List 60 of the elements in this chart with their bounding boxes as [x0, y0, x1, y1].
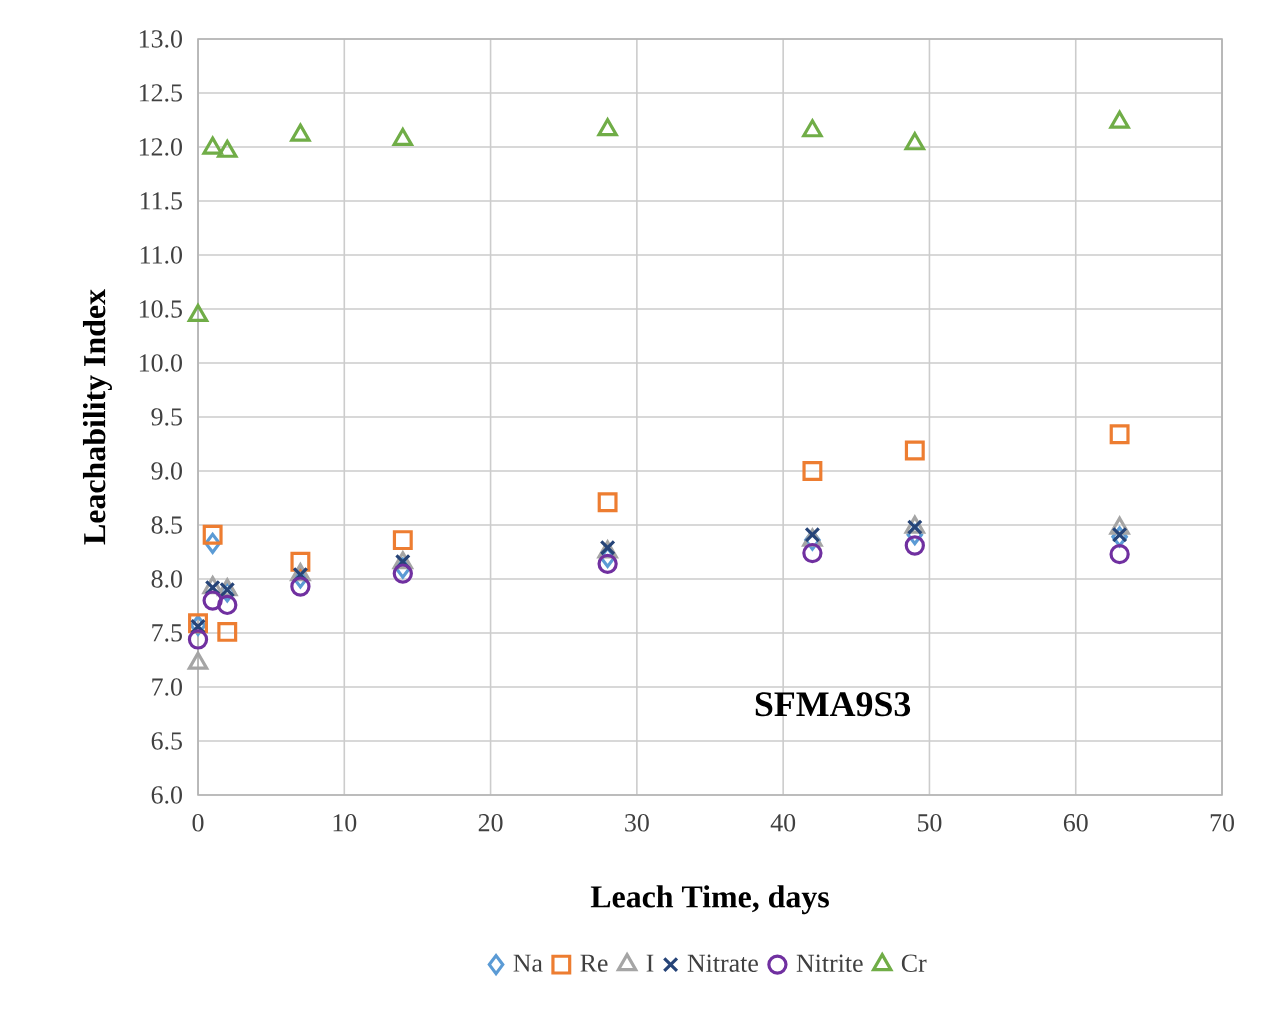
y-tick-label: 8.0 [151, 570, 182, 588]
point [906, 519, 923, 536]
y-tick-label: 12.5 [139, 84, 182, 102]
y-tick-label: 12.0 [139, 138, 182, 156]
point [392, 563, 413, 584]
y-tick-label: 13.0 [139, 30, 182, 48]
point [392, 127, 414, 146]
point [202, 524, 223, 545]
x-axis-title: Leach Time, days [590, 885, 829, 915]
y-tick-label: 7.5 [152, 624, 182, 642]
point [802, 542, 823, 564]
point [904, 132, 926, 151]
y-tick-label: 11.5 [140, 192, 182, 210]
y-tick-label: 10.0 [139, 354, 182, 372]
point [802, 119, 823, 138]
annotation: SFMA9S3 [755, 692, 911, 717]
point [217, 139, 238, 158]
point [597, 492, 618, 513]
y-tick-label: 7.0 [152, 678, 182, 696]
legend-label: Nitrite [796, 954, 863, 972]
x-tick-label: 50 [917, 814, 942, 832]
point [290, 123, 311, 142]
point [1109, 424, 1130, 445]
y-axis-title: Leachability Index [82, 289, 112, 545]
point [1111, 526, 1128, 543]
point [217, 621, 238, 642]
point [290, 576, 311, 597]
x-tick-label: 60 [1063, 814, 1088, 832]
point [202, 136, 223, 155]
y-tick-label: 9.5 [151, 408, 182, 426]
y-tick-label: 6.0 [151, 786, 182, 804]
point [597, 553, 618, 575]
x-tick-label: 20 [478, 814, 503, 832]
point [1109, 543, 1130, 565]
y-tick-label: 9.0 [151, 462, 182, 480]
point [904, 535, 925, 556]
legend-label: Nitrate [687, 954, 758, 972]
point [802, 461, 823, 481]
point [217, 594, 238, 616]
legend-label: I [646, 954, 654, 972]
point [187, 303, 209, 323]
point [597, 118, 618, 137]
legend-label: Re [580, 954, 608, 972]
x-tick-label: 30 [625, 814, 649, 832]
x-tick-label: 40 [770, 814, 796, 832]
point [904, 440, 925, 461]
x-tick-label: 10 [333, 814, 357, 832]
point [202, 590, 223, 611]
point [187, 629, 209, 650]
legend-label: Na [513, 954, 543, 972]
y-tick-label: 8.5 [151, 516, 182, 534]
legend-label: Cr [901, 954, 927, 972]
y-tick-label: 10.5 [139, 300, 182, 318]
x-tick-label: 0 [192, 814, 204, 832]
point [1109, 110, 1130, 129]
y-tick-label: 11.0 [140, 246, 182, 264]
y-tick-label: 6.5 [151, 732, 182, 750]
point [804, 526, 821, 543]
x-tick-label: 70 [1210, 814, 1234, 832]
point [392, 530, 413, 551]
